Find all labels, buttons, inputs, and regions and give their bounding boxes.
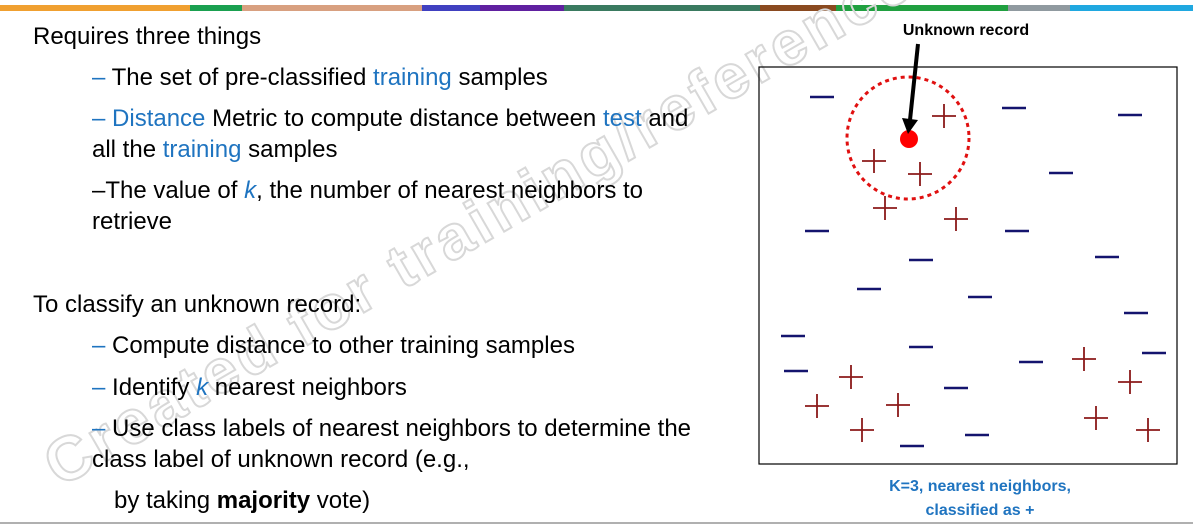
bullet: – Use class labels of nearest neighbors …	[92, 413, 712, 475]
bullet: – Distance Metric to compute distance be…	[92, 103, 712, 165]
unknown-label: Unknown record	[903, 22, 1029, 39]
caption: K=3, nearest neighbors,	[889, 478, 1071, 495]
bullet: – Identify k nearest neighbors	[92, 372, 712, 403]
run: The set of pre-classified	[111, 64, 367, 91]
run: –The value of	[92, 177, 238, 204]
sample-points	[781, 95, 1166, 448]
neighborhood-circle	[845, 75, 971, 201]
run: vote)	[316, 487, 371, 514]
run: Distance	[112, 105, 206, 132]
run: , the number of nearest neighbors to ret…	[92, 177, 644, 235]
run: training	[162, 136, 242, 163]
arrow-shaft	[908, 43, 920, 121]
run: Identify	[112, 374, 190, 401]
run: test	[602, 105, 642, 132]
dash: –	[92, 105, 106, 132]
top-color-bar	[0, 5, 1193, 11]
dash: –	[92, 374, 106, 401]
run: training	[373, 64, 452, 91]
heading: To classify an unknown record:	[33, 291, 362, 318]
run: and all the	[92, 105, 689, 163]
run: majority	[216, 487, 311, 514]
unknown-point	[900, 130, 918, 148]
run: k	[244, 177, 257, 204]
bullet: –The value of k, the number of nearest n…	[92, 175, 712, 237]
caption: classified as +	[926, 502, 1035, 519]
bullet-continuation: by taking majority vote)	[114, 485, 370, 516]
run: by taking	[114, 487, 211, 514]
run: samples	[248, 136, 338, 163]
arrow-head	[902, 118, 918, 134]
heading: Requires three things	[33, 23, 262, 50]
run: Metric to compute distance between	[212, 105, 597, 132]
dash: –	[92, 332, 106, 359]
run: k	[196, 374, 209, 401]
dash: –	[92, 415, 106, 442]
run: Compute distance to other training sampl…	[112, 332, 575, 359]
diagram-frame	[758, 66, 1178, 465]
run: samples	[458, 64, 548, 91]
bullet: – The set of pre-classified training sam…	[92, 62, 712, 93]
dash: –	[92, 64, 106, 91]
bullet: – Compute distance to other training sam…	[92, 330, 712, 361]
run: nearest neighbors	[214, 374, 407, 401]
run: Use class labels of nearest neighbors to…	[92, 415, 692, 473]
